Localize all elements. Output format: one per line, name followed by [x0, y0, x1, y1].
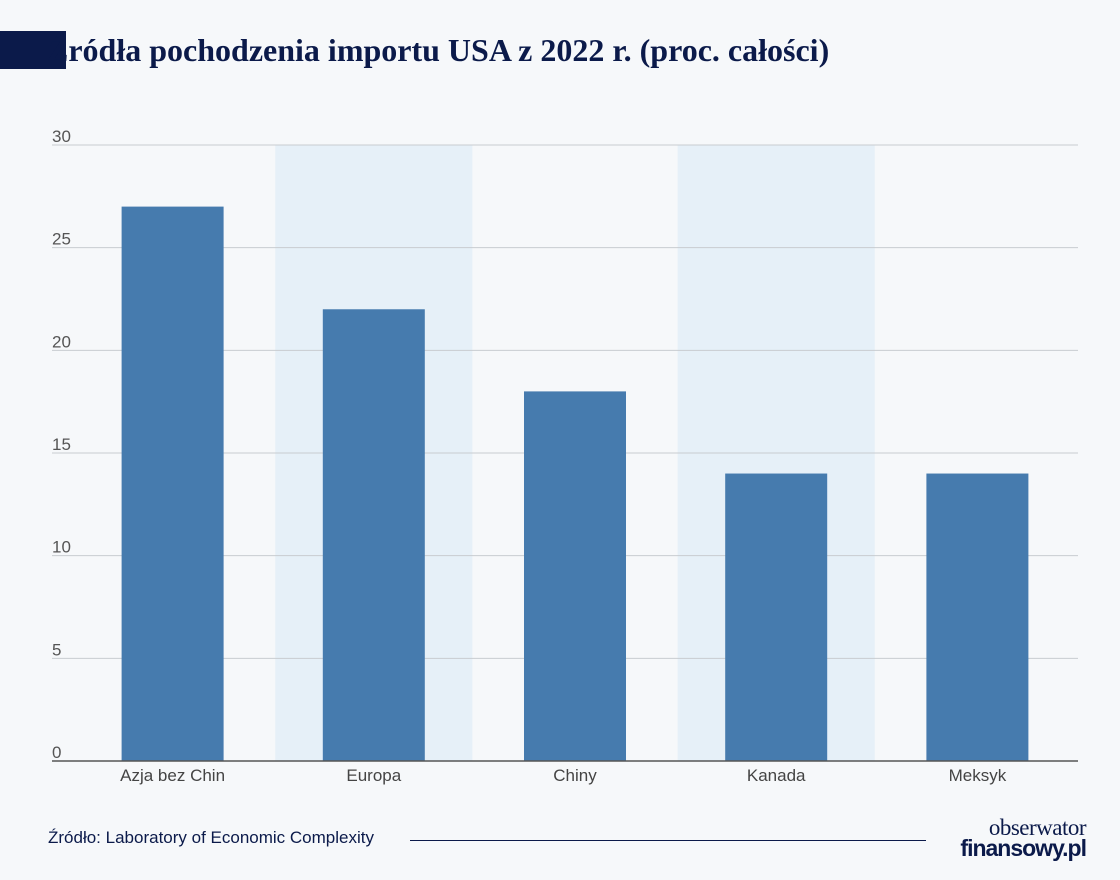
logo-text-bottom: finansowy.pl: [960, 835, 1087, 861]
logo-text-top: obserwator: [988, 815, 1087, 840]
category-label-1: Europa: [346, 766, 401, 785]
bar-0[interactable]: [121, 206, 224, 762]
y-tick-label-15: 15: [52, 435, 71, 454]
y-tick-label-10: 10: [52, 538, 71, 557]
category-label-4: Meksyk: [949, 766, 1007, 785]
y-tick-label-5: 5: [52, 640, 61, 659]
category-labels: Azja bez Chin Europa Chiny Kanada Meksyk: [120, 766, 1007, 785]
bar-1[interactable]: [322, 309, 425, 761]
y-tick-labels: 0 5 10 15 20 25 30: [52, 127, 71, 762]
bar-4[interactable]: [926, 473, 1029, 761]
bar-2[interactable]: [524, 391, 626, 761]
title-accent-bar: [0, 31, 66, 69]
y-tick-label-25: 25: [52, 230, 71, 249]
y-tick-label-30: 30: [52, 127, 71, 146]
y-tick-label-0: 0: [52, 743, 61, 762]
y-tick-label-20: 20: [52, 332, 71, 351]
brand-logo[interactable]: obserwator finansowy.pl: [946, 815, 1087, 861]
bars: [121, 206, 1029, 762]
source-note: Źródło: Laboratory of Economic Complexit…: [48, 828, 374, 847]
bar-3[interactable]: [725, 473, 828, 761]
category-label-3: Kanada: [747, 766, 806, 785]
chart-title: Źródła pochodzenia importu USA z 2022 r.…: [47, 32, 830, 68]
category-label-2: Chiny: [553, 766, 597, 785]
category-label-0: Azja bez Chin: [120, 766, 225, 785]
source-divider: [410, 840, 926, 841]
